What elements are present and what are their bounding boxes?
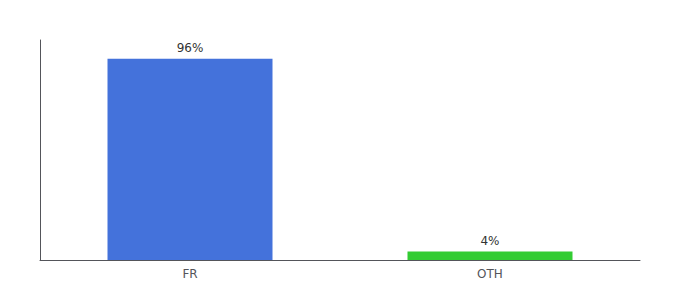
- svg-text:FR: FR: [182, 267, 197, 281]
- svg-text:4%: 4%: [480, 234, 499, 248]
- svg-text:OTH: OTH: [477, 267, 503, 281]
- svg-text:96%: 96%: [177, 41, 204, 55]
